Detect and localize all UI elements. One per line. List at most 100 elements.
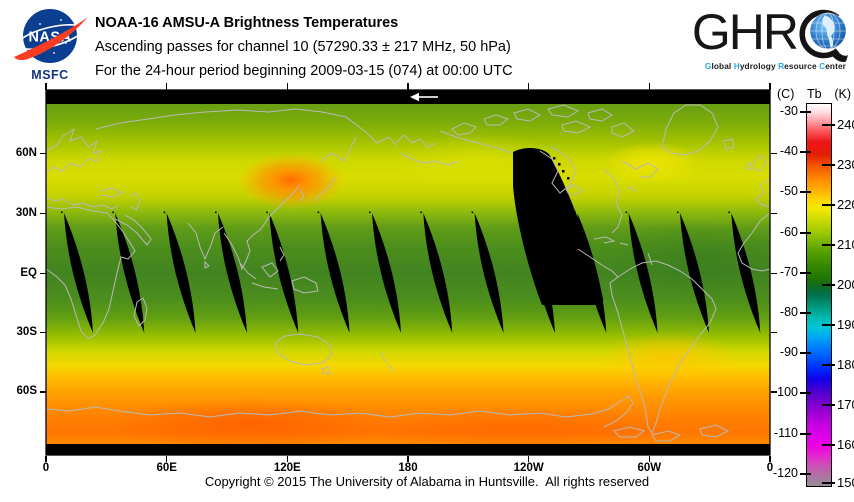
- lat-tick-right: [771, 272, 777, 275]
- gap-streak-dot: [317, 211, 320, 214]
- lat-tick-label: 60N: [15, 146, 37, 159]
- colorbar-label-celsius: -60: [779, 225, 798, 239]
- colorbar-tick-celsius: [800, 232, 811, 234]
- ghrc-tagline: Global Hydrology Resource Center: [704, 61, 846, 71]
- colorbar-tick-kelvin: [822, 482, 835, 484]
- colorbar-label-kelvin: 230: [837, 157, 854, 172]
- colorbar-unit-celsius: (C): [777, 87, 795, 101]
- lat-tick-right: [771, 391, 777, 393]
- colorbar-label-kelvin: 240: [837, 117, 854, 132]
- gap-streak-dot: [215, 211, 217, 214]
- colorbar-tick-kelvin: [822, 324, 835, 326]
- colorbar-tick-kelvin: [822, 164, 835, 166]
- colorbar-tick-kelvin: [822, 284, 835, 286]
- lat-tick-left: [40, 331, 46, 334]
- lon-tick-label: 180: [398, 462, 418, 474]
- gap-streak-dot: [728, 211, 730, 214]
- colorbar-label-kelvin: 180: [837, 357, 854, 372]
- gap-streak-dot: [677, 211, 679, 214]
- colorbar-label-celsius: -90: [779, 345, 798, 359]
- colorbar-tick-kelvin: [822, 244, 835, 246]
- gap-streak-dot: [471, 211, 474, 214]
- lat-tick-label: 60S: [16, 385, 37, 397]
- colorbar-label-kelvin: 210: [837, 237, 854, 252]
- ghrc-globe-icon: [799, 9, 848, 62]
- lat-tick-left: [40, 391, 46, 393]
- colorbar-tick-celsius: [800, 392, 811, 394]
- west-arrow-icon: [410, 92, 438, 102]
- lon-tick-bottom: [286, 456, 289, 462]
- gap-streak: [474, 213, 504, 333]
- colorbar-label-celsius: -100: [772, 385, 798, 399]
- colorbar-label-kelvin: 160: [837, 437, 854, 452]
- gap-streak: [64, 213, 93, 333]
- colorbar-tick-celsius: [800, 191, 811, 193]
- lon-tick-label: 60W: [637, 462, 662, 474]
- lon-tick-label: 120W: [513, 462, 544, 474]
- colorbar-tick-kelvin: [822, 124, 835, 126]
- colorbar-label-kelvin: 190: [837, 317, 854, 332]
- colorbar-label-celsius: -30: [779, 104, 798, 118]
- lon-tick-bottom: [165, 456, 168, 462]
- lon-tick-top: [769, 83, 771, 90]
- colorbar-unit-kelvin: (K): [834, 87, 851, 101]
- lon-tick-bottom: [648, 456, 651, 462]
- coastlines: [46, 104, 770, 442]
- gap-streak-dot: [625, 211, 628, 214]
- gap-streak-dot: [266, 211, 268, 214]
- colorbar-tick-celsius: [800, 352, 811, 354]
- lat-tick-left: [40, 212, 46, 215]
- gap-streak-dot: [61, 211, 63, 214]
- colorbar-tick-celsius: [800, 473, 811, 475]
- colorbar: [806, 103, 832, 487]
- colorbar-label-kelvin: 170: [837, 397, 854, 412]
- colorbar-quantity-label: Tb: [807, 87, 822, 101]
- colorbar-label-kelvin: 150: [837, 475, 854, 490]
- polar-gap-top: [46, 90, 770, 104]
- ghrc-acronym: GHR: [691, 4, 799, 60]
- gap-streak: [628, 213, 658, 333]
- lon-tick-top: [527, 83, 530, 90]
- lon-tick-top: [286, 83, 289, 90]
- lon-tick-top: [648, 83, 651, 90]
- lat-tick-label: 30N: [15, 206, 37, 219]
- lon-tick-top: [407, 83, 409, 90]
- colorbar-tick-celsius: [800, 111, 811, 113]
- colorbar-tick-celsius: [800, 433, 811, 435]
- lat-tick-left: [40, 152, 46, 155]
- lon-tick-bottom: [769, 456, 771, 462]
- colorbar-label-kelvin: 220: [837, 197, 854, 212]
- data-gap-wedge: [513, 148, 603, 305]
- page-subtitle: Ascending passes for channel 10 (57290.3…: [95, 39, 511, 55]
- lon-tick-bottom: [407, 456, 409, 462]
- colorbar-label-celsius: -70: [779, 265, 798, 279]
- lon-tick-bottom: [527, 456, 530, 462]
- lat-tick-right: [771, 212, 777, 215]
- colorbar-tick-kelvin: [822, 404, 835, 406]
- gap-streak: [320, 213, 350, 333]
- gap-streak: [218, 213, 247, 333]
- map-frame: [45, 89, 771, 456]
- globe-stand: [830, 49, 848, 62]
- lon-tick-label: 0: [766, 462, 774, 474]
- page-title: NOAA-16 AMSU-A Brightness Temperatures: [95, 15, 399, 31]
- colorbar-tick-celsius: [800, 151, 811, 153]
- lon-tick-top: [165, 83, 168, 90]
- page-period-line: For the 24-hour period beginning 2009-03…: [95, 63, 513, 79]
- colorbar-tick-kelvin: [822, 204, 835, 206]
- ghrc-c-ring: [799, 9, 840, 59]
- colorbar-label-kelvin: 200: [837, 277, 854, 292]
- colorbar-header: (C) Tb (K): [777, 87, 851, 101]
- lon-tick-label: 120E: [273, 462, 301, 474]
- ghrc-logo: GHR: [692, 6, 850, 64]
- colorbar-label-celsius: -120: [772, 466, 798, 480]
- lat-tick-left: [40, 272, 46, 275]
- polar-gap-bottom: [46, 444, 770, 455]
- lat-tick-label: 30S: [16, 325, 37, 338]
- colorbar-tick-kelvin: [822, 364, 835, 366]
- gap-streak: [166, 213, 196, 333]
- gap-streak: [680, 213, 709, 333]
- nasa-logo: NASA MSFC: [14, 9, 88, 82]
